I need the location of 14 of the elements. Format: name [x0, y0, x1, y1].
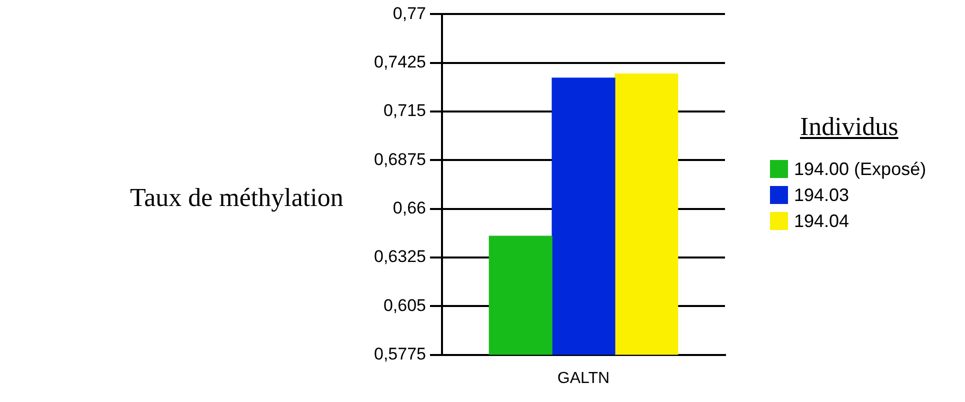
y-tick-label: 0,6325 — [374, 247, 426, 266]
y-axis-title: Taux de méthylation — [130, 183, 344, 213]
x-tick-label: GALTN — [557, 370, 610, 387]
legend-title: Individus — [800, 112, 900, 142]
legend-label: 194.03 — [794, 184, 850, 206]
y-tick-label: 0,7425 — [374, 52, 426, 72]
legend-label: 194.00 (Exposé) — [794, 158, 926, 180]
y-tick-label: 0,77 — [392, 4, 426, 23]
y-tick-label: 0,6875 — [374, 150, 426, 169]
y-tick-label: 0,5775 — [374, 344, 426, 364]
y-tick-label: 0,66 — [392, 198, 426, 218]
legend-label: 194.04 — [794, 210, 850, 232]
y-tick-label: 0,605 — [383, 296, 426, 315]
y-tick-label: 0,715 — [383, 101, 426, 120]
